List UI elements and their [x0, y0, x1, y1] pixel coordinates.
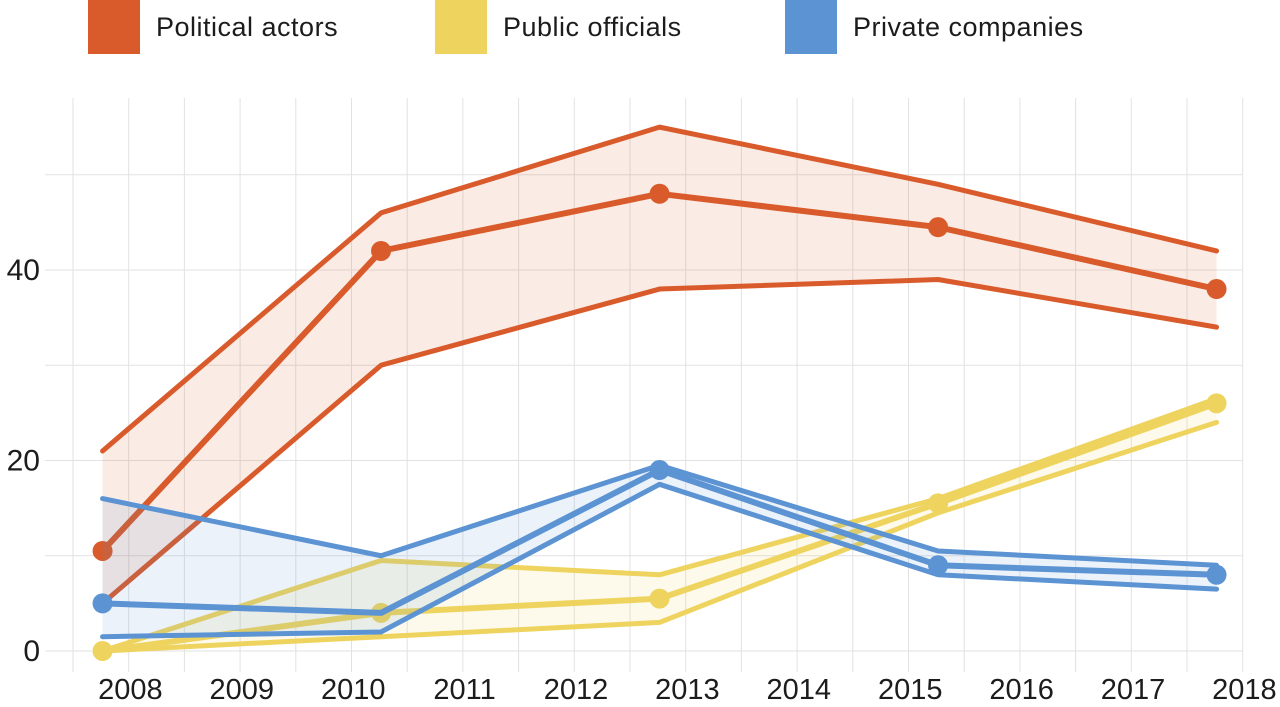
y-axis-tick-label: 0: [23, 635, 40, 668]
data-point: [928, 493, 949, 514]
y-axis-tick-label: 40: [7, 254, 40, 287]
chart-legend: Political actors Public officials Privat…: [0, 0, 1280, 60]
x-axis-tick-label: 2017: [1101, 674, 1166, 706]
band-lower-line: [100, 419, 1220, 654]
series-private-companies: [92, 460, 1227, 640]
confidence-band-fill: [102, 398, 1217, 651]
data-point: [649, 183, 670, 204]
data-point: [92, 540, 113, 561]
data-point: [371, 240, 392, 261]
data-point: [92, 641, 113, 661]
x-axis-tick-label: 2010: [321, 674, 386, 706]
band-upper-line: [100, 396, 1220, 654]
gridlines: [45, 98, 1244, 672]
data-point: [649, 460, 670, 481]
x-axis-tick-label: 2009: [210, 674, 275, 706]
x-axis-tick-label: 2011: [433, 674, 495, 706]
data-point: [928, 217, 949, 238]
data-point: [928, 555, 949, 576]
series-public-officials: [92, 393, 1227, 661]
band-lower-line: [100, 277, 1220, 606]
series-political-actors: [92, 124, 1227, 606]
band-lower-line: [100, 481, 1220, 640]
legend-swatch-public-officials: [435, 0, 487, 54]
data-point: [1206, 564, 1227, 585]
data-point: [649, 588, 670, 609]
data-point: [1206, 279, 1227, 300]
x-axis-tick-label: 2016: [989, 674, 1054, 706]
y-axis-tick-label: 20: [7, 445, 40, 478]
x-axis-tick-label: 2015: [878, 674, 943, 706]
x-axis-tick-label: 2014: [767, 674, 832, 706]
x-axis-tick-label: 2018: [1212, 674, 1277, 706]
axis-labels: 0 20 40 2008 2009 2010 2011 2012 2013 2014 2015 201…: [7, 254, 1277, 706]
legend-label: Political actors: [156, 11, 339, 42]
data-point: [1206, 393, 1227, 414]
band-upper-line: [100, 124, 1220, 454]
x-axis-tick-label: 2013: [655, 674, 720, 706]
legend-swatch-political-actors: [88, 0, 140, 54]
x-axis-tick-label: 2008: [98, 674, 163, 706]
legend-item-public-officials: Public officials: [435, 0, 682, 54]
legend-label: Private companies: [853, 11, 1084, 42]
data-point: [92, 593, 113, 614]
legend-item-political-actors: Political actors: [88, 0, 338, 54]
legend-swatch-private-companies: [785, 0, 837, 54]
confidence-band-fill: [102, 465, 1217, 637]
legend-label: Public officials: [503, 11, 682, 42]
x-axis-tick-label: 2012: [544, 674, 609, 706]
legend-item-private-companies: Private companies: [785, 0, 1084, 54]
